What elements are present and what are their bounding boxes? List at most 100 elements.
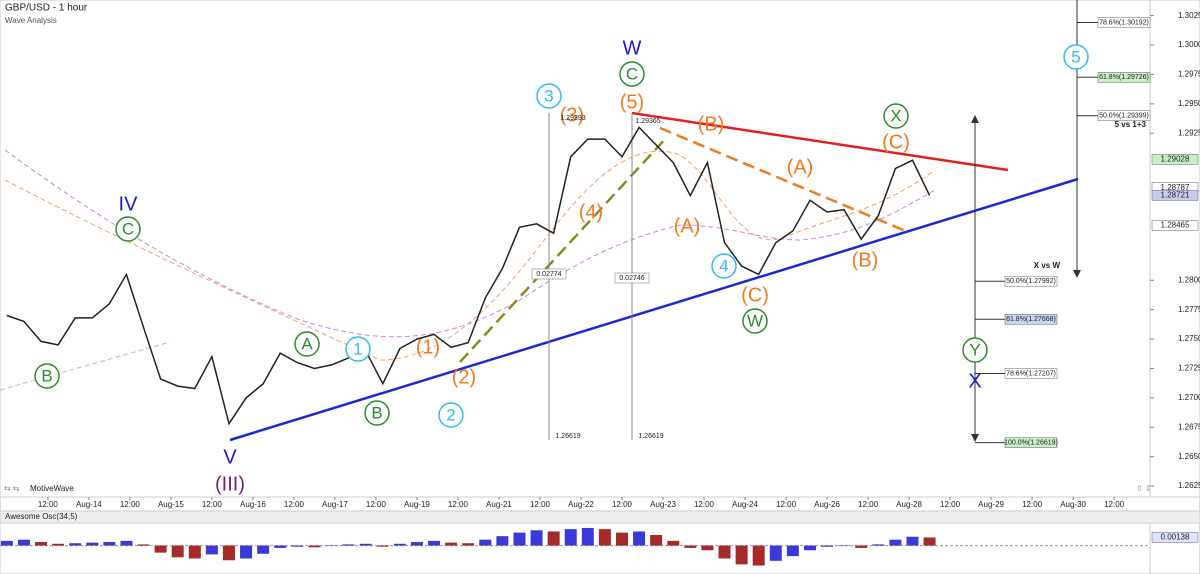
wave-label: C: [626, 64, 638, 83]
oscillator-bar: [581, 527, 594, 546]
wave-label: 4: [719, 256, 728, 275]
oscillator-bar: [445, 542, 458, 546]
x-tick-label: Aug-24: [732, 500, 758, 509]
oscillator-bar: [291, 545, 304, 547]
wave-circle: [711, 253, 737, 279]
oscillator-bar: [564, 529, 577, 546]
x-tick-label: 12:00: [284, 500, 305, 509]
measure-box: [614, 272, 650, 284]
measure-label: 1.26619: [555, 433, 580, 440]
nav-icons[interactable]: ⇆ ⇆: [4, 484, 20, 493]
price-marker: [1151, 220, 1199, 231]
oscillator-bar: [103, 542, 116, 546]
wave-label: (C): [741, 284, 769, 306]
oscillator-bar: [786, 545, 799, 557]
fib-box: [1004, 437, 1058, 448]
oscillator-bar: [598, 529, 611, 546]
y-tick-label: 1.29250: [1178, 128, 1200, 137]
oscillator-bar: [342, 544, 355, 546]
oscillator-marker-label: 0.00138: [1161, 533, 1190, 542]
x-tick-label: 12:00: [694, 500, 715, 509]
wave-label: B: [371, 403, 382, 422]
oscillator-bar: [735, 545, 748, 565]
oscillator-bar: [52, 543, 65, 546]
oscillator-bar: [855, 545, 868, 548]
y-tick-label: 1.27250: [1178, 364, 1200, 373]
wave-circle: [345, 336, 371, 362]
price-axis-panel: [1149, 0, 1200, 498]
oscillator-bar: [633, 531, 646, 546]
oscillator-bar: [530, 530, 543, 546]
watermark: MotiveWave: [30, 484, 74, 493]
wave-label: (B): [852, 249, 879, 271]
oscillator-bar: [171, 545, 184, 558]
x-tick-label: Aug-14: [76, 500, 102, 509]
wave-label: X: [890, 106, 901, 125]
oscillator-bar: [684, 545, 697, 548]
price-marker: [1151, 190, 1199, 201]
oscillator-header: [0, 510, 1200, 524]
measure-label: 1.29365: [635, 118, 660, 125]
oscillator-bar: [376, 545, 389, 547]
oscillator-bar: [393, 543, 406, 546]
oscillator-bar: [667, 540, 680, 546]
x-tick-label: Aug-15: [158, 500, 184, 509]
wave-label: 3: [544, 86, 553, 105]
wave-label: C: [122, 219, 134, 238]
y-tick-label: 1.28000: [1178, 275, 1200, 284]
zoom-icons[interactable]: ⇧ ⇩: [1136, 484, 1152, 493]
oscillator-bar: [462, 543, 475, 546]
oscillator-bar: [17, 539, 30, 546]
oscillator-bar: [325, 545, 338, 547]
wave-circle: [438, 402, 464, 428]
wave-label: (C): [882, 131, 910, 153]
wave-label: 1: [353, 339, 362, 358]
wave-label: W: [747, 311, 763, 330]
oscillator-bar: [86, 542, 99, 546]
wave-label: (5): [620, 91, 644, 113]
oscillator-bar: [923, 537, 936, 546]
oscillator-bar: [718, 545, 731, 559]
measure-label: 0.02746: [619, 275, 644, 282]
oscillator-bar: [308, 545, 321, 548]
x-tick-label: 12:00: [366, 500, 387, 509]
nav-arrows[interactable]: ⇆ ⇆ ⇧ ⇩: [4, 484, 1152, 493]
wave-label: B: [41, 366, 52, 385]
fib-label: 61.8%(1.27668): [1006, 316, 1056, 323]
oscillator-bar: [803, 545, 816, 551]
oscillator-bar: [547, 531, 560, 546]
oscillator-bar: [479, 539, 492, 546]
measure-box: [531, 268, 567, 280]
wave-label: (3): [560, 104, 584, 126]
price-marker-label: 1.29028: [1161, 154, 1190, 163]
fib-note: 5 vs 1+3: [1115, 120, 1147, 129]
x-tick-label: Aug-28: [896, 500, 922, 509]
y-tick-label: 1.26250: [1178, 481, 1200, 490]
wave-label: 5: [1071, 47, 1080, 66]
wave-label: A: [301, 334, 313, 353]
oscillator-bar: [205, 545, 218, 555]
x-tick-label: Aug-23: [650, 500, 676, 509]
oscillator-bar: [615, 532, 628, 546]
x-tick-label: 12:00: [38, 500, 59, 509]
wave-circle: [536, 83, 562, 109]
wave-label: (2): [452, 366, 476, 388]
fib-note: X vs W: [1034, 261, 1061, 270]
oscillator-bar: [752, 545, 765, 566]
wave-circle: [115, 216, 141, 242]
wave-circle: [1063, 44, 1089, 70]
oscillator-bar: [513, 532, 526, 546]
fib-box: [1097, 110, 1151, 121]
moving-average-fast: [4, 150, 936, 361]
price-marker-label: 1.28721: [1161, 191, 1190, 200]
x-tick-label: Aug-16: [240, 500, 266, 509]
fib-label: 78.6%(1.30192): [1099, 19, 1149, 26]
oscillator-bar: [701, 545, 714, 551]
wave-circle: [34, 363, 60, 389]
y-tick-label: 1.29500: [1178, 99, 1200, 108]
wave-circle: [294, 331, 320, 357]
oscillator-bar: [257, 545, 270, 554]
oscillator-title: Awesome Osc(34,5): [5, 512, 78, 521]
x-tick-label: 12:00: [858, 500, 879, 509]
chart-title: GBP/USD - 1 hour: [5, 3, 88, 14]
